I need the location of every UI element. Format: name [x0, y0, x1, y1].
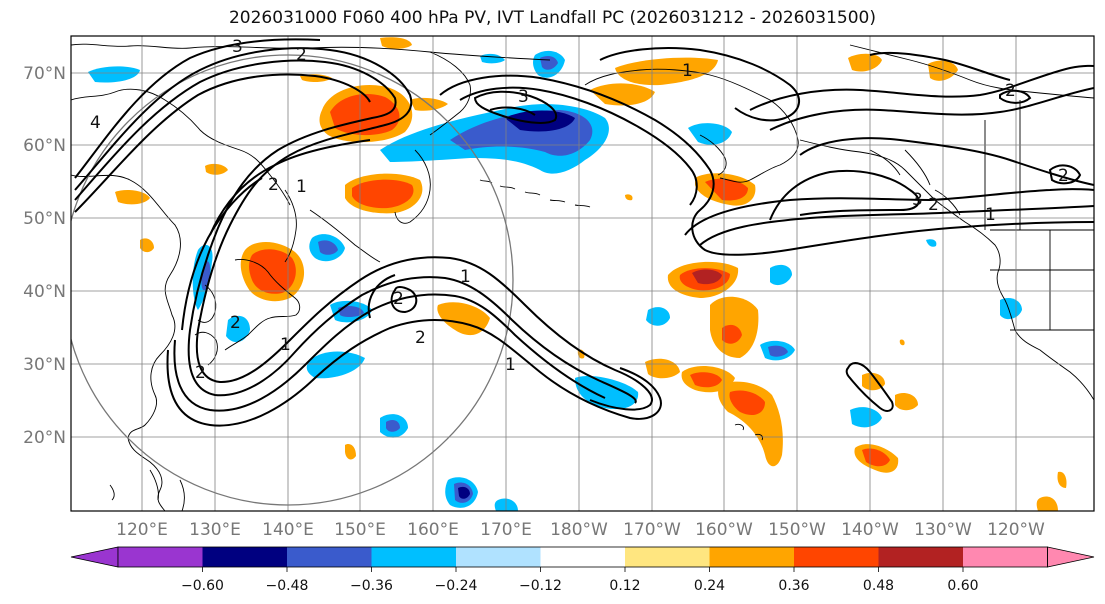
contour-label: 1	[505, 355, 516, 375]
lon-label: 120°W	[987, 520, 1045, 540]
colorbar-swatch	[371, 547, 456, 567]
colorbar-tick-label: 0.24	[694, 578, 725, 594]
colorbar-tick-label: 0.36	[778, 578, 809, 594]
map-frame	[70, 35, 1095, 512]
lon-label: 150°E	[334, 520, 386, 540]
colorbar-min-extend	[70, 546, 119, 568]
colorbar-max-extend	[1047, 546, 1095, 568]
contour-label: 2	[1005, 81, 1016, 101]
contour-label: 1	[985, 205, 996, 225]
lat-label: 50°N	[23, 209, 66, 229]
contour-label: 3	[912, 190, 923, 210]
lon-label: 170°W	[623, 520, 681, 540]
contour-label: 2	[268, 175, 279, 195]
contour-label: 4	[90, 113, 101, 133]
pv-contours	[74, 38, 1094, 427]
lon-label: 120°E	[116, 520, 168, 540]
map-background	[71, 36, 1094, 511]
lat-label: 30°N	[23, 355, 66, 375]
colorbar-swatch	[202, 547, 287, 567]
lon-label: 140°W	[841, 520, 899, 540]
lat-label: 60°N	[23, 136, 66, 156]
lat-label: 70°N	[23, 64, 66, 84]
colorbar-swatch	[794, 547, 879, 567]
colorbar-tick-label: −0.48	[266, 578, 309, 594]
colorbar-tick-label: 0.48	[863, 578, 894, 594]
contour-label: 1	[460, 267, 471, 287]
colorbar-swatch	[625, 547, 710, 567]
colorbar-swatch	[878, 547, 963, 567]
contour-label: 2	[1058, 166, 1069, 186]
lon-label: 150°W	[768, 520, 826, 540]
colorbar-tick-label: −0.24	[435, 578, 478, 594]
colorbar: −0.60 −0.48 −0.36 −0.24 −0.12 0.12 0.24 …	[70, 546, 1095, 594]
map-title: 2026031000 F060 400 hPa PV, IVT Landfall…	[228, 8, 876, 28]
contour-label: 1	[682, 61, 693, 81]
contour-label: 2	[230, 313, 241, 333]
contour-label: 3	[232, 37, 243, 57]
contour-label: 2	[296, 45, 307, 65]
contour-label: 1	[280, 335, 291, 355]
colorbar-tick-label: 0.60	[947, 578, 978, 594]
lon-label: 160°E	[407, 520, 459, 540]
contour-label: 2	[393, 289, 404, 309]
pv-anomaly-fills	[88, 37, 1067, 511]
lon-label: 130°E	[189, 520, 241, 540]
colorbar-swatch	[118, 547, 203, 567]
colorbar-tick-label: −0.12	[519, 578, 562, 594]
longitude-labels: 120°E 130°E 140°E 150°E 160°E 170°E 180°…	[116, 520, 1045, 540]
contour-label: 2	[928, 195, 939, 215]
contour-label: 3	[518, 87, 529, 107]
latitude-labels: 70°N 60°N 50°N 40°N 30°N 20°N	[23, 64, 66, 448]
colorbar-tick-label: 0.12	[609, 578, 640, 594]
lon-label: 160°W	[695, 520, 753, 540]
lat-label: 40°N	[23, 282, 66, 302]
colorbar-swatch	[540, 547, 625, 567]
coastlines	[71, 43, 1094, 511]
colorbar-tick-label: −0.60	[181, 578, 224, 594]
lon-label: 170°E	[480, 520, 532, 540]
lat-label: 20°N	[23, 428, 66, 448]
contour-labels: 3 2 1 4 3 2 1 2 1 1 2 3 2 2 1 2 2 2 1	[90, 37, 1069, 383]
contour-label: 2	[415, 328, 426, 348]
contour-label: 2	[195, 363, 206, 383]
colorbar-swatch	[963, 547, 1048, 567]
colorbar-swatch	[456, 547, 541, 567]
lon-label: 130°W	[914, 520, 972, 540]
colorbar-swatch	[709, 547, 794, 567]
lon-label: 140°E	[262, 520, 314, 540]
lon-label: 180°W	[550, 520, 608, 540]
contour-label: 1	[296, 177, 307, 197]
colorbar-tick-label: −0.36	[350, 578, 393, 594]
reference-circle	[71, 54, 514, 506]
colorbar-swatch	[287, 547, 372, 567]
